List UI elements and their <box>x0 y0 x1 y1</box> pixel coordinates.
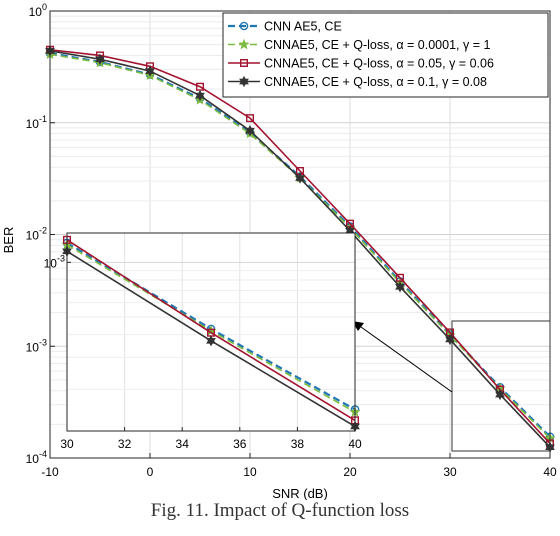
legend-label: CNNAE5, CE + Q-loss, α = 0.0001, γ = 1 <box>264 38 490 52</box>
data-point <box>295 172 305 184</box>
data-point <box>395 281 405 293</box>
figure-caption: Fig. 11. Impact of Q-function loss <box>150 500 410 521</box>
data-point <box>245 125 255 137</box>
y-tick-label: 10-4 <box>26 449 47 466</box>
data-point <box>396 273 405 282</box>
legend-box <box>222 12 549 98</box>
legend-swatch-marker <box>238 38 250 50</box>
y-tick-label: 100 <box>29 2 47 19</box>
inset-y-tick-label: 10-3 <box>44 253 65 270</box>
ber-chart: -10 0 10 20 30 40 100 10-1 10-2 10-3 10-4 SNR (dB… <box>1 2 557 500</box>
inset-x-tick-label: 38 <box>291 437 305 451</box>
legend-swatch-marker <box>239 59 248 68</box>
inset-frame <box>66 232 356 432</box>
x-axis-ticks: -10 0 10 20 30 40 <box>41 453 557 479</box>
data-point <box>495 388 505 401</box>
x-tick-label: -10 <box>41 465 59 479</box>
legend-label: CNN AE5, CE <box>264 20 342 34</box>
data-point <box>95 53 105 65</box>
inset-x-tick-label: 40 <box>348 437 362 451</box>
legend-label: CNNAE5, CE + Q-loss, α = 0.05, γ = 0.06 <box>264 57 494 71</box>
inset-plot: 30 32 34 36 38 40 10-3 <box>44 232 362 451</box>
data-point <box>145 65 155 77</box>
inset-x-tick-label: 36 <box>233 437 247 451</box>
inset-x-tick-label: 34 <box>176 437 190 451</box>
inset-x-tick-label: 30 <box>60 437 74 451</box>
y-axis-label: BER <box>1 227 16 254</box>
x-tick-label: 30 <box>443 465 457 479</box>
data-point <box>445 333 455 346</box>
legend-label: CNNAE5, CE + Q-loss, α = 0.1, γ = 0.08 <box>264 75 487 89</box>
legend-swatch-marker <box>239 75 249 88</box>
zoom-region-box <box>451 320 551 452</box>
x-tick-label: 40 <box>543 465 557 479</box>
y-tick-label: 10-2 <box>26 226 47 243</box>
y-tick-label: 10-1 <box>26 114 47 131</box>
legend: CNN AE5, CE CNNAE5, CE + Q-loss, α = 0.00… <box>222 12 549 98</box>
data-point <box>195 89 205 102</box>
legend-swatch-marker <box>239 21 249 31</box>
x-tick-label: 10 <box>243 465 257 479</box>
zoom-arrow <box>352 321 453 393</box>
inset-data-point <box>206 335 216 347</box>
inset-y-axis-ticks: 10-3 <box>44 253 71 270</box>
y-tick-label: 10-3 <box>26 337 47 354</box>
inset-series <box>61 235 361 433</box>
inset-x-axis-ticks: 30 32 34 36 38 40 <box>60 427 362 451</box>
y-axis-ticks: 100 10-1 10-2 10-3 10-4 <box>26 2 55 466</box>
inset-series-line-3 <box>66 239 356 422</box>
x-tick-label: 0 <box>147 465 154 479</box>
series-line-3 <box>49 48 551 444</box>
inset-grid <box>66 233 356 431</box>
x-axis-label: SNR (dB) <box>272 486 328 500</box>
data-point <box>245 114 254 123</box>
x-tick-label: 20 <box>343 465 357 479</box>
inset-x-tick-label: 32 <box>118 437 132 451</box>
